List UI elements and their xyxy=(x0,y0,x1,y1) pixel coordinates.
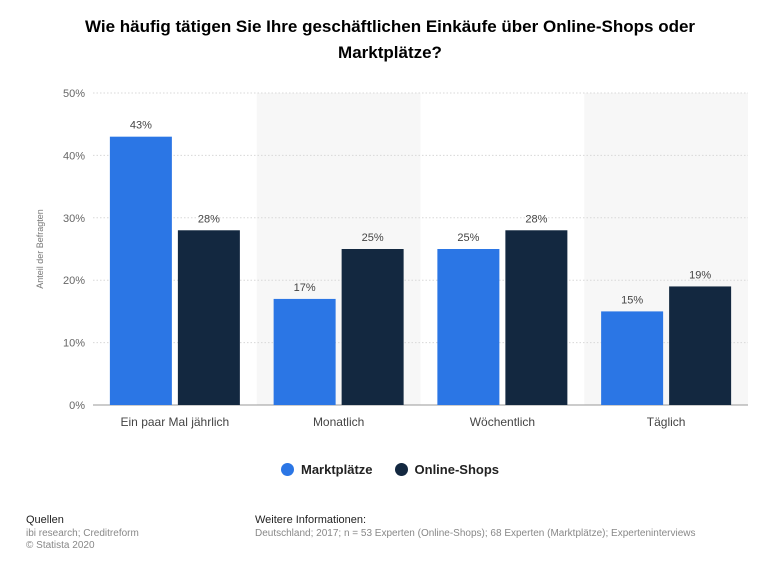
legend-label-marktplaetze: Marktplätze xyxy=(300,462,373,477)
bar-marktplaetze xyxy=(601,311,664,405)
sources-heading: Quellen xyxy=(26,514,64,526)
x-tick-label: Ein paar Mal jährlich xyxy=(121,415,230,429)
legend-label-online-shops: Online-Shops xyxy=(414,462,500,477)
bar-chart: 0% 10% 20% 30% 40% 50% Anteil der Befragten 43%… xyxy=(35,88,748,429)
y-axis-label: Anteil der Befragten xyxy=(35,209,45,289)
info-block: Weitere Informationen: Deutschland; 2017… xyxy=(255,514,696,540)
data-label: 43% xyxy=(130,120,152,132)
data-label: 19% xyxy=(689,269,711,281)
y-tick-label: 30% xyxy=(63,213,85,225)
info-heading: Weitere Informationen: xyxy=(255,514,367,526)
bar-marktplaetze xyxy=(273,298,336,405)
bar-online-shops xyxy=(341,249,404,405)
info-text: Deutschland; 2017; n = 53 Experten (Onli… xyxy=(255,528,696,539)
y-tick-label: 10% xyxy=(63,338,85,350)
bar-online-shops xyxy=(505,230,568,405)
bar-online-shops xyxy=(177,230,240,405)
sources-line-2: © Statista 2020 xyxy=(26,540,95,551)
legend-swatch-online-shops xyxy=(394,463,408,476)
data-label: 28% xyxy=(525,213,547,225)
legend-item-online-shops[interactable]: Online-Shops xyxy=(394,462,500,477)
data-label: 28% xyxy=(198,213,220,225)
y-tick-label: 50% xyxy=(63,88,85,100)
data-label: 25% xyxy=(457,232,479,244)
bar-marktplaetze xyxy=(437,249,500,405)
data-label: 25% xyxy=(362,232,384,244)
bar-marktplaetze xyxy=(109,136,172,405)
x-tick-label: Wöchentlich xyxy=(470,415,535,429)
legend: Marktplätze Online-Shops xyxy=(0,462,780,477)
y-tick-label: 20% xyxy=(63,275,85,287)
data-label: 15% xyxy=(621,294,643,306)
chart-title: Wie häufig tätigen Sie Ihre geschäftlich… xyxy=(84,17,696,62)
y-tick-label: 0% xyxy=(69,400,85,412)
y-tick-label: 40% xyxy=(63,150,85,162)
legend-swatch-marktplaetze xyxy=(280,463,294,476)
sources-block: Quellen ibi research; Creditreform © Sta… xyxy=(26,514,139,552)
x-tick-label: Täglich xyxy=(647,415,686,429)
data-label: 17% xyxy=(294,282,316,294)
legend-item-marktplaetze[interactable]: Marktplätze xyxy=(280,462,373,477)
bar-online-shops xyxy=(669,286,732,405)
sources-line-1: ibi research; Creditreform xyxy=(26,528,139,539)
x-tick-label: Monatlich xyxy=(313,415,364,429)
